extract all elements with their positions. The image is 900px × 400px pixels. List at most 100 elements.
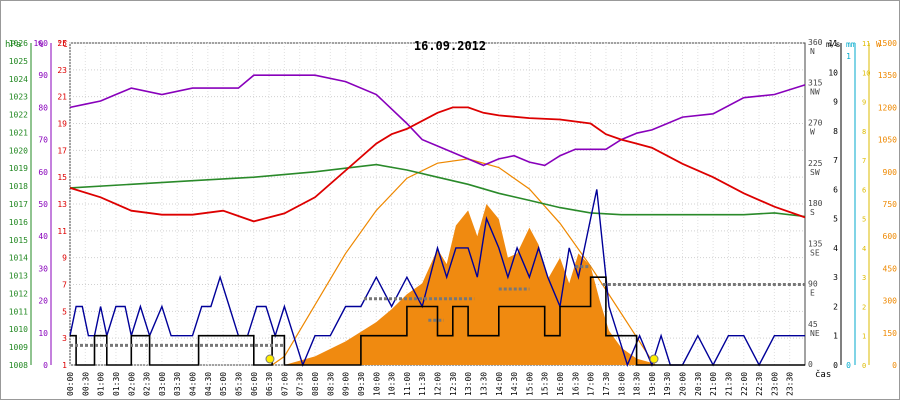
- temp-tick: 3: [62, 334, 67, 343]
- wind-tick: 6: [833, 185, 838, 194]
- hum-tick: 70: [38, 136, 48, 145]
- temp-tick: 9: [62, 254, 67, 263]
- time-tick: 17:30: [602, 372, 611, 396]
- time-tick: 08:00: [311, 372, 320, 396]
- time-tick: 19:30: [663, 372, 672, 396]
- uv-tick: 2: [862, 303, 866, 311]
- dir-tick: 180: [808, 199, 823, 208]
- solar-tick: 300: [883, 297, 898, 306]
- solar-tick: 750: [883, 200, 898, 209]
- time-tick: 18:00: [617, 372, 626, 396]
- temp-tick: 7: [62, 281, 67, 290]
- dir-name-tick: SE: [810, 248, 820, 257]
- wind-tick: 4: [833, 244, 838, 253]
- hum-tick: 90: [38, 71, 48, 80]
- sunset-marker: [649, 354, 659, 364]
- wind-tick: 8: [833, 127, 838, 136]
- dir-tick: 225: [808, 159, 823, 168]
- hum-tick: 10: [38, 329, 48, 338]
- uv-tick: 1: [862, 333, 866, 341]
- uv-tick: 0: [862, 362, 866, 370]
- time-tick: 19:00: [648, 372, 657, 396]
- press-tick: 1022: [9, 111, 28, 120]
- time-tick: 13:00: [464, 372, 473, 396]
- time-tick: 04:00: [189, 372, 198, 396]
- hum-tick: 80: [38, 103, 48, 112]
- time-tick: 14:30: [510, 372, 519, 396]
- time-tick: 02:00: [127, 372, 136, 396]
- time-tick: 14:00: [495, 372, 504, 396]
- press-tick: 1021: [9, 128, 28, 137]
- time-tick: 03:00: [158, 372, 167, 396]
- temp-tick: 25: [57, 39, 67, 48]
- dir-name-tick: N: [810, 47, 815, 56]
- press-tick: 1010: [9, 325, 28, 334]
- time-tick: 10:00: [372, 372, 381, 396]
- time-tick: 15:00: [525, 372, 534, 396]
- time-tick: 08:30: [326, 372, 335, 396]
- pressure-series: [69, 163, 806, 218]
- dir-tick: 45: [808, 320, 818, 329]
- time-tick: 05:00: [219, 372, 228, 396]
- time-tick: 07:30: [296, 372, 305, 396]
- time-tick: 05:30: [234, 372, 243, 396]
- solar-tick: 900: [883, 168, 898, 177]
- hum-unit: %: [38, 40, 44, 50]
- hum-tick: 20: [38, 297, 48, 306]
- time-tick: 06:30: [265, 372, 274, 396]
- wind-speed-series: [70, 276, 805, 366]
- uv-tick: 4: [862, 245, 866, 253]
- time-tick: 07:00: [280, 372, 289, 396]
- temp-tick: 19: [57, 120, 67, 129]
- rain-tick: 0: [846, 361, 851, 370]
- temp-tick: 11: [57, 227, 67, 236]
- time-tick: 23:30: [786, 372, 795, 396]
- temp-unit: °C: [57, 40, 68, 50]
- time-tick: 13:30: [479, 372, 488, 396]
- press-tick: 1024: [9, 75, 28, 84]
- press-tick: 1018: [9, 182, 28, 191]
- series-layer: [69, 74, 806, 368]
- wind-gust-series: [69, 189, 805, 368]
- solar-tick: 1350: [878, 71, 897, 80]
- hum-tick: 40: [38, 232, 48, 241]
- wind-tick: 5: [833, 215, 838, 224]
- time-tick: 04:30: [204, 372, 213, 396]
- uv-tick: 8: [862, 128, 866, 136]
- dir-unit: m/s: [826, 40, 841, 49]
- time-tick: 00:00: [66, 372, 75, 396]
- dir-tick: 315: [808, 78, 823, 87]
- dir-name-tick: NE: [810, 329, 820, 338]
- dir-tick: 90: [808, 280, 818, 289]
- rain-unit: mm: [846, 40, 856, 49]
- hum-tick: 100: [34, 39, 49, 48]
- solar-tick: 1050: [878, 136, 897, 145]
- time-tick: 15:30: [541, 372, 550, 396]
- solar-unit: W: [876, 40, 881, 49]
- wind-tick: 0: [833, 361, 838, 370]
- axes-layer: hPa% °C1026102510241023102210211020101910…: [5, 38, 897, 396]
- wind-tick: 7: [833, 156, 838, 165]
- uv-tick: 5: [862, 216, 866, 224]
- press-tick: 1017: [9, 200, 28, 209]
- time-tick: 06:00: [250, 372, 259, 396]
- time-axis-label: čas: [815, 369, 831, 380]
- wind-tick: 11: [828, 39, 838, 48]
- solar-tick: 450: [883, 264, 898, 273]
- temperature-series: [69, 106, 806, 223]
- title-layer: 16.09.2012: [414, 39, 486, 53]
- temp-tick: 13: [57, 200, 67, 209]
- humidity-series: [69, 74, 806, 167]
- press-tick: 1011: [9, 307, 28, 316]
- wind-tick: 9: [833, 98, 838, 107]
- time-tick: 09:00: [342, 372, 351, 396]
- press-tick: 1023: [9, 93, 28, 102]
- solar-tick: 0: [892, 361, 897, 370]
- press-unit: hPa: [5, 40, 21, 50]
- dir-tick: 270: [808, 119, 823, 128]
- press-tick: 1009: [9, 343, 28, 352]
- time-tick: 16:00: [556, 372, 565, 396]
- wind-tick: 1: [833, 332, 838, 341]
- time-tick: 00:30: [81, 372, 90, 396]
- dir-name-tick: S: [810, 208, 815, 217]
